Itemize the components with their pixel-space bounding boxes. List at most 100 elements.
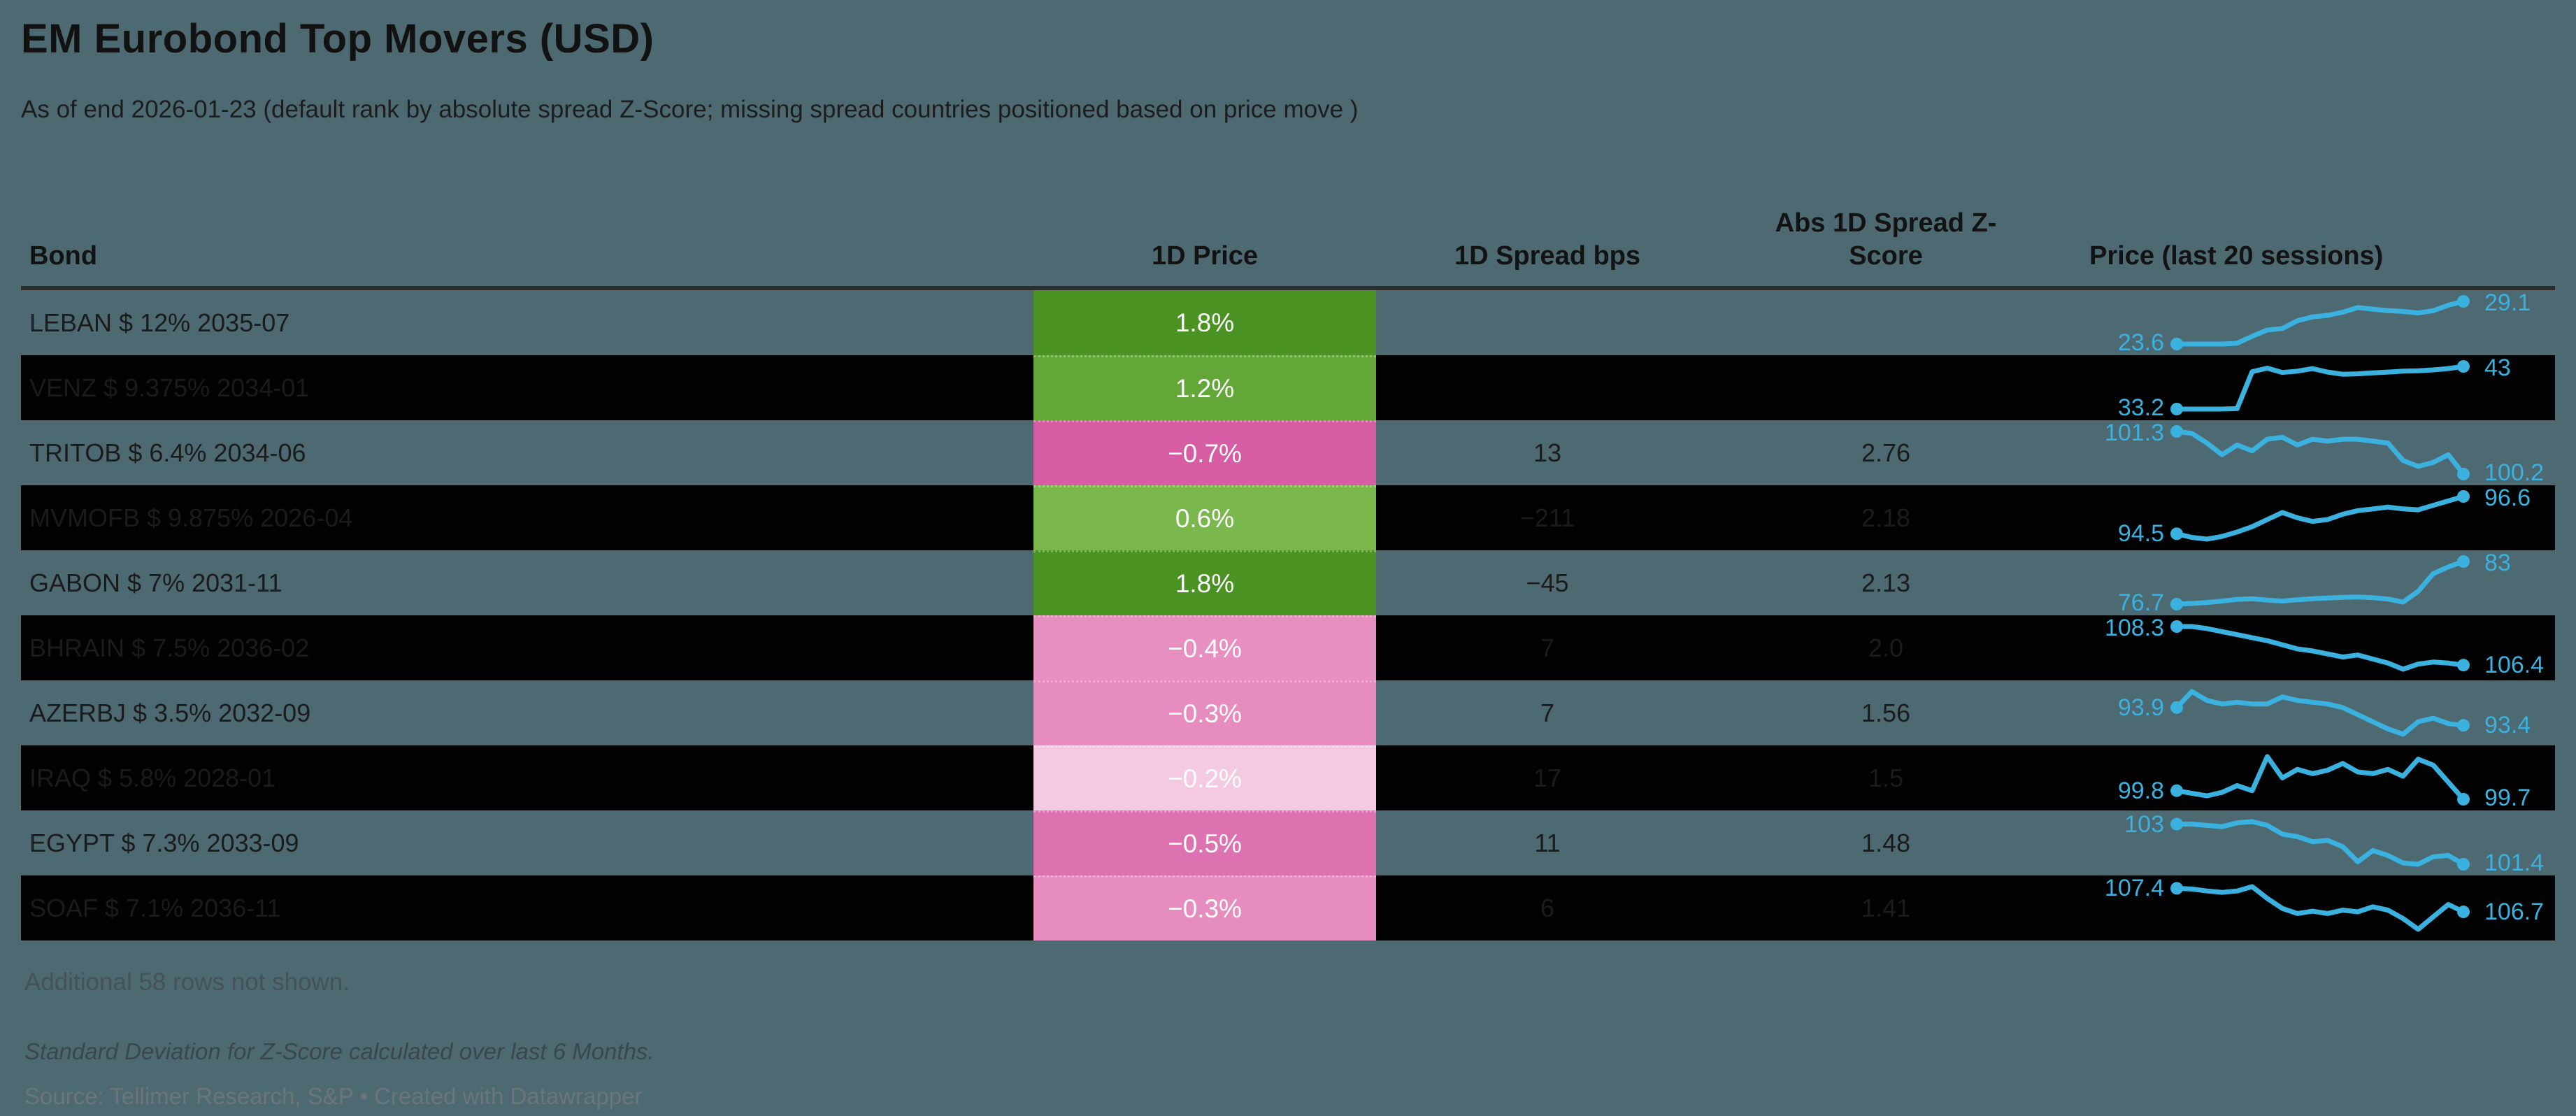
spark-end-dot bbox=[2457, 360, 2470, 373]
price-change-value: −0.5% bbox=[1168, 829, 1242, 858]
price-change-cell: 1.8% bbox=[1033, 550, 1376, 615]
price-sparkline-cell: 76.7 83 bbox=[2053, 550, 2555, 615]
price-sparkline-cell: 99.8 99.7 bbox=[2053, 745, 2555, 810]
methodology-note: Standard Deviation for Z-Score calculate… bbox=[24, 1038, 654, 1064]
column-header-1d-price[interactable]: 1D Price bbox=[1151, 241, 1259, 271]
price-sparkline-cell: 93.9 93.4 bbox=[2053, 680, 2555, 745]
table-row: LEBAN $ 12% 2035-07 1.8% 23.6 29.1 bbox=[21, 290, 2555, 355]
bond-cell: LEBAN $ 12% 2035-07 bbox=[29, 308, 290, 337]
zscore-cell: 2.76 bbox=[1861, 438, 1911, 467]
spark-start-value: 94.5 bbox=[2117, 520, 2164, 548]
sparkline bbox=[2170, 555, 2470, 610]
price-change-value: −0.7% bbox=[1168, 439, 1242, 468]
column-header-abs-1d-spread-zscore[interactable]: Abs 1D Spread Z-Score bbox=[1775, 208, 1997, 271]
spread-bps-cell: 6 bbox=[1540, 893, 1555, 922]
spread-bps-cell: 13 bbox=[1533, 438, 1562, 467]
price-sparkline-cell: 103 101.4 bbox=[2053, 810, 2555, 875]
table-row: IRAQ $ 5.8% 2028-01 −0.2% 17 1.5 99.8 99.7 bbox=[21, 745, 2555, 810]
price-change-value: 0.6% bbox=[1175, 504, 1235, 533]
price-change-cell: 1.2% bbox=[1033, 355, 1376, 420]
price-change-cell: −0.3% bbox=[1033, 680, 1376, 745]
price-sparkline-cell: 94.5 96.6 bbox=[2053, 485, 2555, 550]
sparkline bbox=[2170, 295, 2470, 350]
price-change-value: −0.4% bbox=[1168, 634, 1242, 663]
spark-start-dot bbox=[2170, 403, 2183, 415]
price-sparkline-cell: 33.2 43 bbox=[2053, 355, 2555, 420]
bond-cell: GABON $ 7% 2031-11 bbox=[29, 568, 282, 597]
table-row: EGYPT $ 7.3% 2033-09 −0.5% 11 1.48 103 101.4 bbox=[21, 810, 2555, 875]
bond-cell: IRAQ $ 5.8% 2028-01 bbox=[29, 763, 276, 792]
price-sparkline-cell: 108.3 106.4 bbox=[2053, 615, 2555, 680]
price-change-cell: 1.8% bbox=[1033, 290, 1376, 355]
spread-bps-cell: −211 bbox=[1519, 503, 1575, 532]
spark-start-dot bbox=[2170, 701, 2183, 714]
spark-end-value: 96.6 bbox=[2484, 485, 2531, 511]
price-change-cell: 0.6% bbox=[1033, 485, 1376, 550]
zscore-cell: 1.48 bbox=[1861, 828, 1911, 857]
movers-table: Bond 1D Price 1D Spread bps Abs 1D Sprea… bbox=[21, 124, 2555, 940]
price-change-cell: −0.5% bbox=[1033, 810, 1376, 875]
spread-bps-cell: 11 bbox=[1534, 828, 1561, 857]
spread-bps-cell: −45 bbox=[1526, 568, 1569, 597]
table-row: MVMOFB $ 9.875% 2026-04 0.6% −211 2.18 94.5 9… bbox=[21, 485, 2555, 550]
spark-start-value: 108.3 bbox=[2104, 615, 2164, 641]
column-header-bond[interactable]: Bond bbox=[29, 241, 98, 271]
zscore-cell: 1.5 bbox=[1868, 763, 1904, 792]
price-change-value: 1.8% bbox=[1175, 569, 1235, 598]
zscore-cell: 1.56 bbox=[1861, 698, 1911, 727]
spark-end-dot bbox=[2457, 793, 2470, 806]
price-change-cell: −0.4% bbox=[1033, 615, 1376, 680]
spark-end-value: 106.4 bbox=[2484, 652, 2545, 679]
spark-start-value: 93.9 bbox=[2117, 694, 2164, 721]
spark-start-dot bbox=[2170, 598, 2183, 610]
table-row: VENZ $ 9.375% 2034-01 1.2% 33.2 43 bbox=[21, 355, 2555, 420]
sparkline bbox=[2170, 817, 2470, 871]
price-sparkline-cell: 101.3 100.2 bbox=[2053, 420, 2555, 485]
spread-bps-cell: 7 bbox=[1540, 633, 1555, 662]
subtitle: As of end 2026-01-23 (default rank by ab… bbox=[21, 96, 1359, 123]
spark-start-dot bbox=[2170, 338, 2183, 350]
bond-cell: VENZ $ 9.375% 2034-01 bbox=[29, 373, 310, 402]
zscore-cell: 2.0 bbox=[1868, 633, 1904, 662]
header-rule bbox=[21, 286, 2555, 290]
price-sparkline-cell: 107.4 106.7 bbox=[2053, 875, 2555, 940]
spark-end-dot bbox=[2457, 490, 2470, 503]
spark-start-dot bbox=[2170, 882, 2183, 895]
bond-cell: MVMOFB $ 9.875% 2026-04 bbox=[29, 503, 353, 532]
spark-end-value: 83 bbox=[2484, 550, 2511, 576]
table-row: GABON $ 7% 2031-11 1.8% −45 2.13 76.7 83 bbox=[21, 550, 2555, 615]
spark-start-value: 101.3 bbox=[2104, 420, 2164, 446]
spark-start-dot bbox=[2170, 425, 2183, 438]
sparkline bbox=[2170, 490, 2470, 542]
source-byline: Source: Tellimer Research, S&P • Created… bbox=[24, 1083, 643, 1109]
spark-end-dot bbox=[2457, 468, 2470, 480]
spark-end-dot bbox=[2457, 295, 2470, 308]
price-change-value: −0.3% bbox=[1168, 699, 1242, 728]
price-change-value: 1.8% bbox=[1175, 308, 1235, 337]
price-sparkline-cell: 23.6 29.1 bbox=[2053, 290, 2555, 355]
spark-end-value: 100.2 bbox=[2484, 459, 2545, 486]
spark-start-value: 99.8 bbox=[2117, 777, 2164, 804]
spread-bps-cell: 17 bbox=[1533, 763, 1562, 792]
column-header-price-sparkline[interactable]: Price (last 20 sessions) bbox=[2089, 241, 2384, 271]
sparkline bbox=[2170, 754, 2470, 806]
spark-end-dot bbox=[2457, 906, 2470, 919]
spark-end-value: 99.7 bbox=[2484, 785, 2531, 811]
spark-end-dot bbox=[2457, 659, 2470, 672]
zscore-cell: 2.13 bbox=[1861, 568, 1911, 597]
sparkline bbox=[2170, 689, 2470, 737]
column-header-1d-spread-bps[interactable]: 1D Spread bps bbox=[1454, 241, 1641, 271]
table-row: SOAF $ 7.1% 2036-11 −0.3% 6 1.41 107.4 106.7 bbox=[21, 875, 2555, 940]
table-row: BHRAIN $ 7.5% 2036-02 −0.4% 7 2.0 108.3 106.4 bbox=[21, 615, 2555, 680]
spark-start-value: 107.4 bbox=[2104, 875, 2164, 902]
sparkline bbox=[2170, 360, 2470, 415]
page-title: EM Eurobond Top Movers (USD) bbox=[21, 16, 654, 62]
additional-rows-note: Additional 58 rows not shown. bbox=[24, 968, 350, 996]
bond-cell: SOAF $ 7.1% 2036-11 bbox=[29, 893, 281, 922]
table-body: LEBAN $ 12% 2035-07 1.8% 23.6 29.1 VENZ $ 9.… bbox=[21, 290, 2555, 940]
spark-start-value: 23.6 bbox=[2117, 329, 2164, 356]
bond-cell: AZERBJ $ 3.5% 2032-09 bbox=[29, 698, 311, 727]
price-change-value: −0.2% bbox=[1168, 764, 1242, 793]
spark-end-dot bbox=[2457, 555, 2470, 568]
